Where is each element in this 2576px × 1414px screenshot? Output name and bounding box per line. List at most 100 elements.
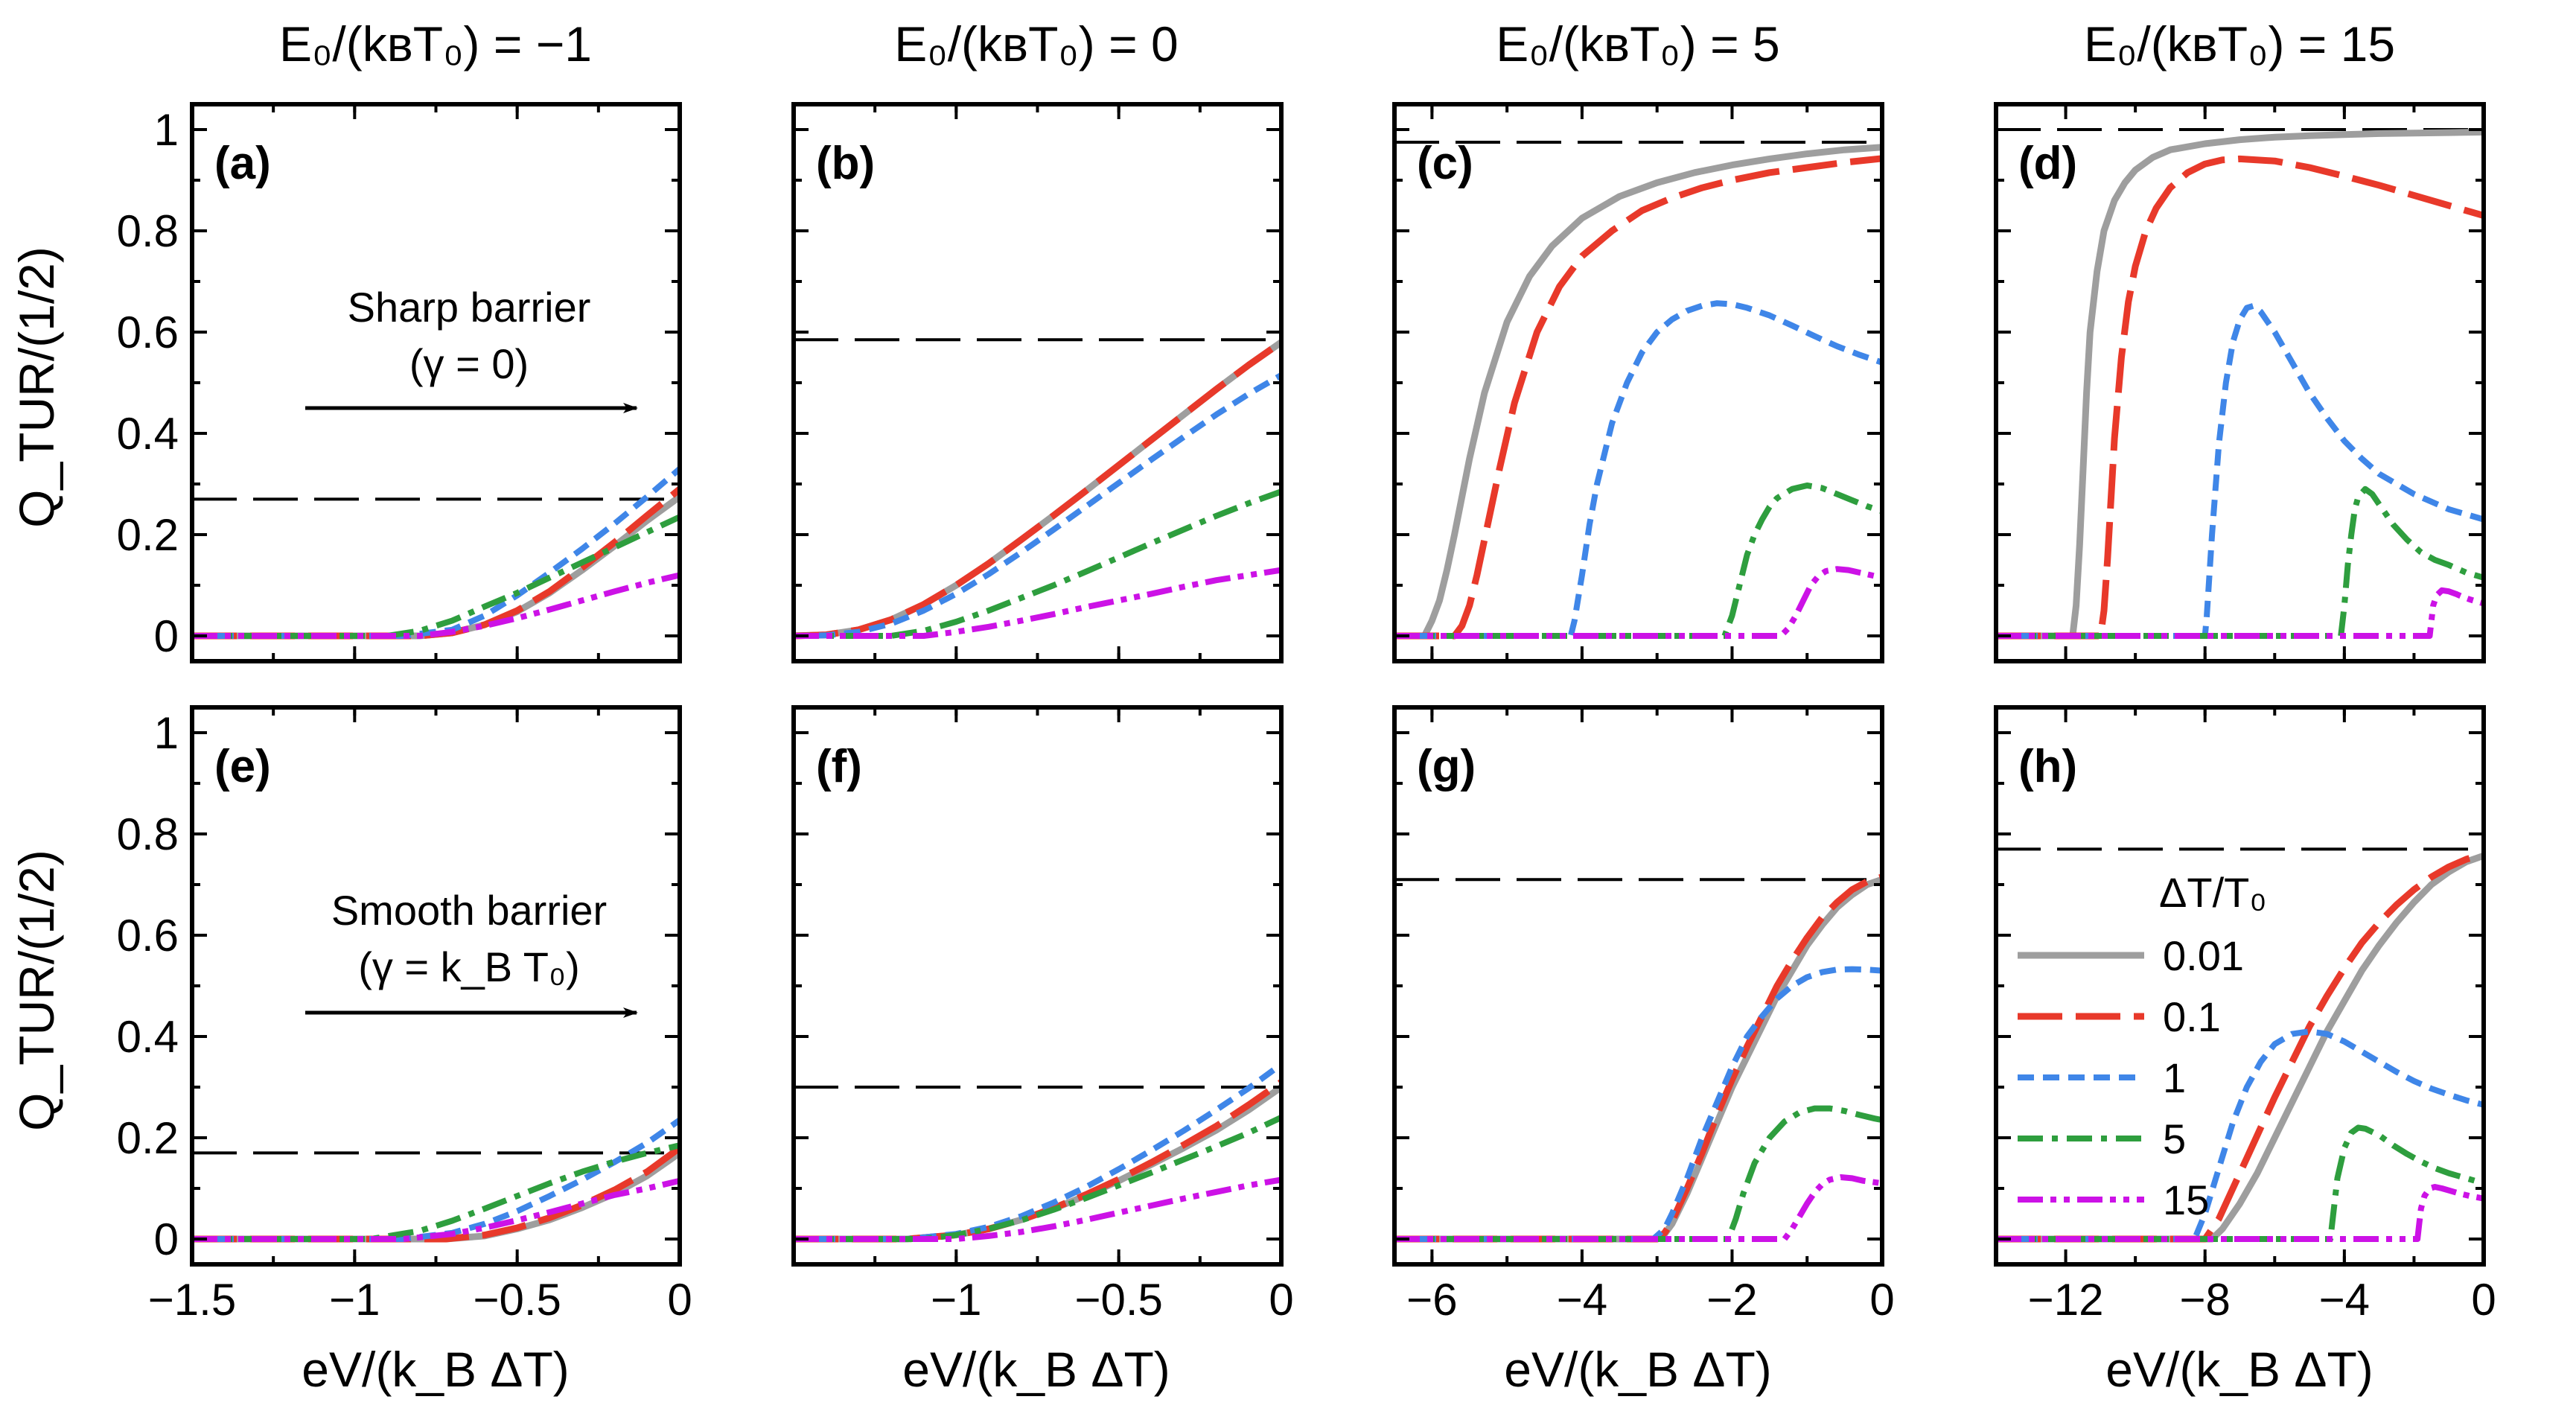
series-line-1 — [192, 1117, 680, 1242]
y-axis-title-top: Q_TUR/(1/2) — [9, 246, 64, 528]
panel-label: (f) — [816, 741, 862, 792]
x-tick-label: 0 — [2471, 1275, 2496, 1325]
series-line-1 — [192, 466, 680, 639]
y-tick-label: 0.6 — [117, 911, 179, 961]
series-line-15 — [1394, 1174, 1882, 1242]
series-line-15 — [192, 1177, 680, 1242]
series-line-0_1 — [1394, 155, 1882, 640]
legend-entry-label: 0.01 — [2163, 932, 2244, 979]
column-title-2: E₀/(kʙT₀) = 0 — [894, 16, 1178, 71]
series-line-5 — [794, 1115, 1281, 1242]
x-tick-label: −8 — [2180, 1275, 2231, 1325]
y-tick-label: 0.2 — [117, 510, 179, 560]
series-line-5 — [1996, 485, 2484, 639]
panel-a: 0 0.2 0.4 0.6 0.8 1 (a) — [117, 102, 682, 663]
series-line-5 — [794, 488, 1281, 639]
panel-f: −1 −0.5 0 (f) — [791, 705, 1294, 1325]
y-axis-title-bottom: Q_TUR/(1/2) — [9, 850, 64, 1131]
y-tick-label: 0.2 — [117, 1113, 179, 1163]
panel-h: −12 −8 −4 0 (h) — [1994, 705, 2496, 1325]
series-line-0_01 — [1996, 128, 2484, 640]
y-tick-label: 1 — [154, 708, 179, 758]
y-tick-label: 0.6 — [117, 308, 179, 357]
panel-label: (a) — [214, 138, 271, 189]
x-axis-title-4: eV/(k_B ΔT) — [2105, 1342, 2373, 1397]
smooth-barrier-gamma: (γ = k_B T₀) — [358, 943, 580, 990]
y-tick-label: 0.8 — [117, 809, 179, 859]
series-line-5 — [192, 1142, 680, 1242]
panel-label: (h) — [2018, 741, 2077, 792]
panel-d: (d) — [1994, 102, 2486, 663]
x-tick-label: −4 — [2319, 1275, 2370, 1325]
panel-b: (b) — [791, 102, 1284, 663]
series-line-1 — [1394, 966, 1882, 1242]
series-line-0_1 — [1996, 155, 2484, 640]
x-tick-label: 0 — [1269, 1275, 1293, 1325]
series-line-15 — [1394, 566, 1882, 639]
y-tick-label: 1 — [154, 105, 179, 155]
panel-label: (c) — [1417, 138, 1473, 189]
x-tick-label: −1.5 — [148, 1275, 236, 1325]
x-axis-title-2: eV/(k_B ΔT) — [902, 1342, 1170, 1397]
y-tick-label: 0.4 — [117, 1012, 179, 1062]
series-line-0_1 — [1996, 850, 2484, 1243]
x-tick-label: −0.5 — [1074, 1275, 1162, 1325]
x-axis-title-1: eV/(k_B ΔT) — [302, 1342, 570, 1397]
series-line-15 — [794, 567, 1281, 639]
series-line-1 — [1394, 300, 1882, 639]
legend-title: ΔT/T₀ — [2159, 869, 2267, 916]
x-tick-label: −1 — [329, 1275, 380, 1325]
legend-entry-label: 5 — [2163, 1115, 2186, 1162]
panel-label: (g) — [1417, 741, 1476, 792]
series-line-0_1 — [1394, 873, 1882, 1243]
panel-label: (d) — [2018, 138, 2077, 189]
smooth-barrier-label: Smooth barrier — [331, 887, 607, 934]
series-line-0_01 — [1394, 144, 1882, 640]
series-line-1 — [1996, 302, 2484, 639]
panel-label: (e) — [214, 741, 271, 792]
y-tick-label: 0 — [154, 1214, 179, 1264]
legend-entry-label: 1 — [2163, 1054, 2186, 1101]
panel-label: (b) — [816, 138, 875, 189]
legend-entry-label: 0.1 — [2163, 993, 2221, 1040]
x-tick-label: −2 — [1706, 1275, 1757, 1325]
series-line-0_1 — [794, 339, 1281, 640]
column-title-3: E₀/(kʙT₀) = 5 — [1496, 16, 1779, 71]
panel-e: 0 0.2 0.4 0.6 0.8 1 −1.5 −1 −0.5 0 (e) — [117, 705, 692, 1325]
series-line-15 — [1996, 1184, 2484, 1242]
x-tick-label: −1 — [931, 1275, 981, 1325]
x-tick-label: −0.5 — [473, 1275, 561, 1325]
x-tick-label: −12 — [2028, 1275, 2104, 1325]
axes-frame — [791, 705, 1284, 1267]
series-line-5 — [1996, 1124, 2484, 1242]
series-line-0_1 — [192, 486, 680, 640]
x-tick-label: −4 — [1557, 1275, 1607, 1325]
sharp-barrier-label: Sharp barrier — [348, 284, 591, 331]
y-tick-label: 0.4 — [117, 409, 179, 459]
legend-entry-label: 15 — [2163, 1176, 2209, 1223]
column-title-4: E₀/(kʙT₀) = 15 — [2084, 16, 2395, 71]
sharp-barrier-gamma: (γ = 0) — [409, 340, 529, 387]
series-line-5 — [1394, 1105, 1882, 1242]
x-axis-title-3: eV/(k_B ΔT) — [1504, 1342, 1772, 1397]
series-line-0_1 — [192, 1144, 680, 1243]
panel-g: −6 −4 −2 0 (g) — [1392, 705, 1895, 1325]
panel-c: (c) — [1392, 102, 1884, 663]
series-line-15 — [192, 572, 680, 639]
x-tick-label: −6 — [1406, 1275, 1457, 1325]
series-line-0_01 — [1394, 876, 1882, 1243]
x-tick-label: 0 — [667, 1275, 692, 1325]
x-tick-label: 0 — [1869, 1275, 1894, 1325]
y-tick-label: 0 — [154, 611, 179, 661]
series-line-5 — [1394, 483, 1882, 639]
series-line-0_01 — [1996, 852, 2484, 1243]
y-tick-label: 0.8 — [117, 206, 179, 256]
column-title-1: E₀/(kʙT₀) = −1 — [279, 16, 592, 71]
series-line-5 — [192, 514, 680, 639]
series-line-1 — [1996, 1028, 2484, 1242]
series-line-0_1 — [794, 1079, 1281, 1243]
series-line-1 — [794, 372, 1281, 639]
series-line-15 — [794, 1176, 1281, 1242]
